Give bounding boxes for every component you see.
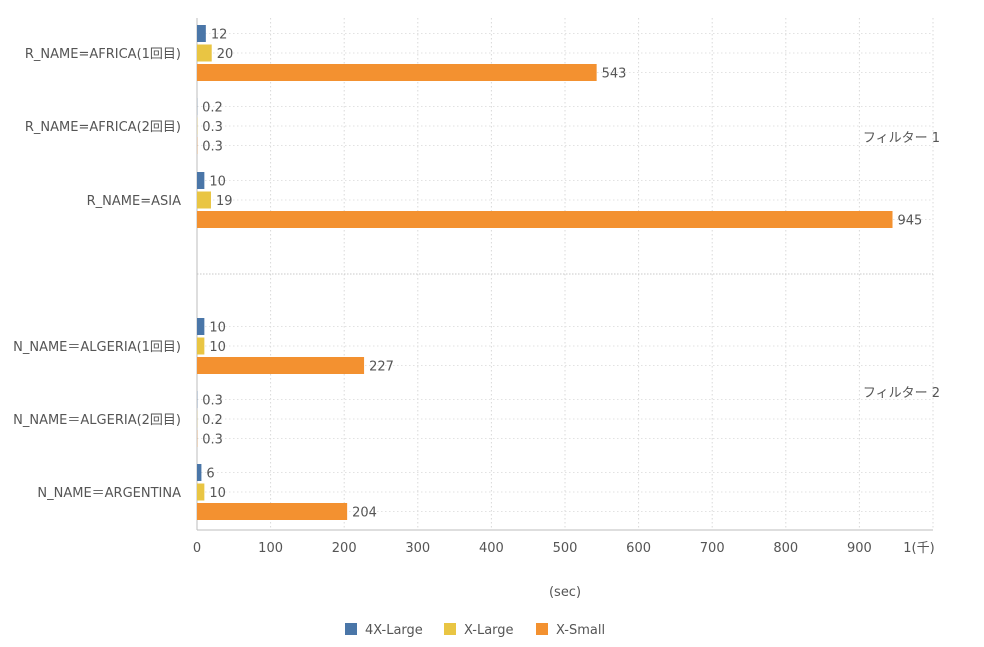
legend-swatch xyxy=(444,623,456,635)
bar-x-small xyxy=(197,211,893,228)
bar-x-small xyxy=(197,503,348,520)
category-label: R_NAME=ASIA xyxy=(87,194,181,209)
value-label: 0.2 xyxy=(202,101,223,116)
bar-4x-large xyxy=(197,25,206,42)
bar-x-large xyxy=(197,483,205,501)
value-label: 10 xyxy=(209,321,226,336)
x-tick-label: 700 xyxy=(700,541,725,556)
value-label: 6 xyxy=(206,467,214,482)
value-label: 0.2 xyxy=(202,413,223,428)
x-tick-label: 1(千) xyxy=(903,541,934,556)
x-tick-label: 600 xyxy=(626,541,651,556)
legend-label: X-Small xyxy=(556,623,605,638)
category-label: R_NAME=AFRICA(2回目) xyxy=(25,120,181,135)
category-label: N_NAME＝ALGERIA(2回目) xyxy=(13,413,181,428)
category-label: N_NAME＝ARGENTINA xyxy=(37,486,181,501)
value-label: 10 xyxy=(209,340,226,355)
value-label: 543 xyxy=(602,67,627,82)
legend-swatch xyxy=(345,623,357,635)
value-label: 12 xyxy=(211,28,228,43)
category-label: R_NAME=AFRICA(1回目) xyxy=(25,47,181,62)
value-label: 10 xyxy=(209,486,226,501)
x-axis-title: (sec) xyxy=(549,585,581,600)
value-label: 19 xyxy=(216,194,233,209)
legend-label: 4X-Large xyxy=(365,623,423,638)
bar-x-small xyxy=(197,357,365,374)
value-label: 204 xyxy=(352,506,377,521)
value-label: 10 xyxy=(209,175,226,190)
value-label: 20 xyxy=(217,47,234,62)
facet-label: フィルター 2 xyxy=(863,386,940,401)
bar-x-small xyxy=(197,64,597,81)
x-tick-label: 400 xyxy=(479,541,504,556)
value-label: 0.3 xyxy=(202,140,223,155)
x-tick-label: 300 xyxy=(405,541,430,556)
x-tick-label: 100 xyxy=(258,541,283,556)
value-label: 0.3 xyxy=(202,394,223,409)
x-tick-label: 0 xyxy=(193,541,201,556)
legend-label: X-Large xyxy=(464,623,514,638)
x-tick-label: 800 xyxy=(773,541,798,556)
bar-4x-large xyxy=(197,464,202,481)
value-label: 0.3 xyxy=(202,433,223,448)
x-tick-label: 200 xyxy=(332,541,357,556)
legend-swatch xyxy=(536,623,548,635)
bar-x-large xyxy=(197,191,211,209)
value-label: 0.3 xyxy=(202,120,223,135)
value-label: 227 xyxy=(369,360,394,375)
bar-4x-large xyxy=(197,172,205,189)
bar-4x-large xyxy=(197,318,205,335)
facet-label: フィルター 1 xyxy=(863,131,940,146)
x-tick-label: 500 xyxy=(553,541,578,556)
bar-x-large xyxy=(197,44,212,62)
category-label: N_NAME＝ALGERIA(1回目) xyxy=(13,340,181,355)
x-tick-label: 900 xyxy=(847,541,872,556)
value-label: 945 xyxy=(898,214,923,229)
bar-x-large xyxy=(197,337,205,355)
